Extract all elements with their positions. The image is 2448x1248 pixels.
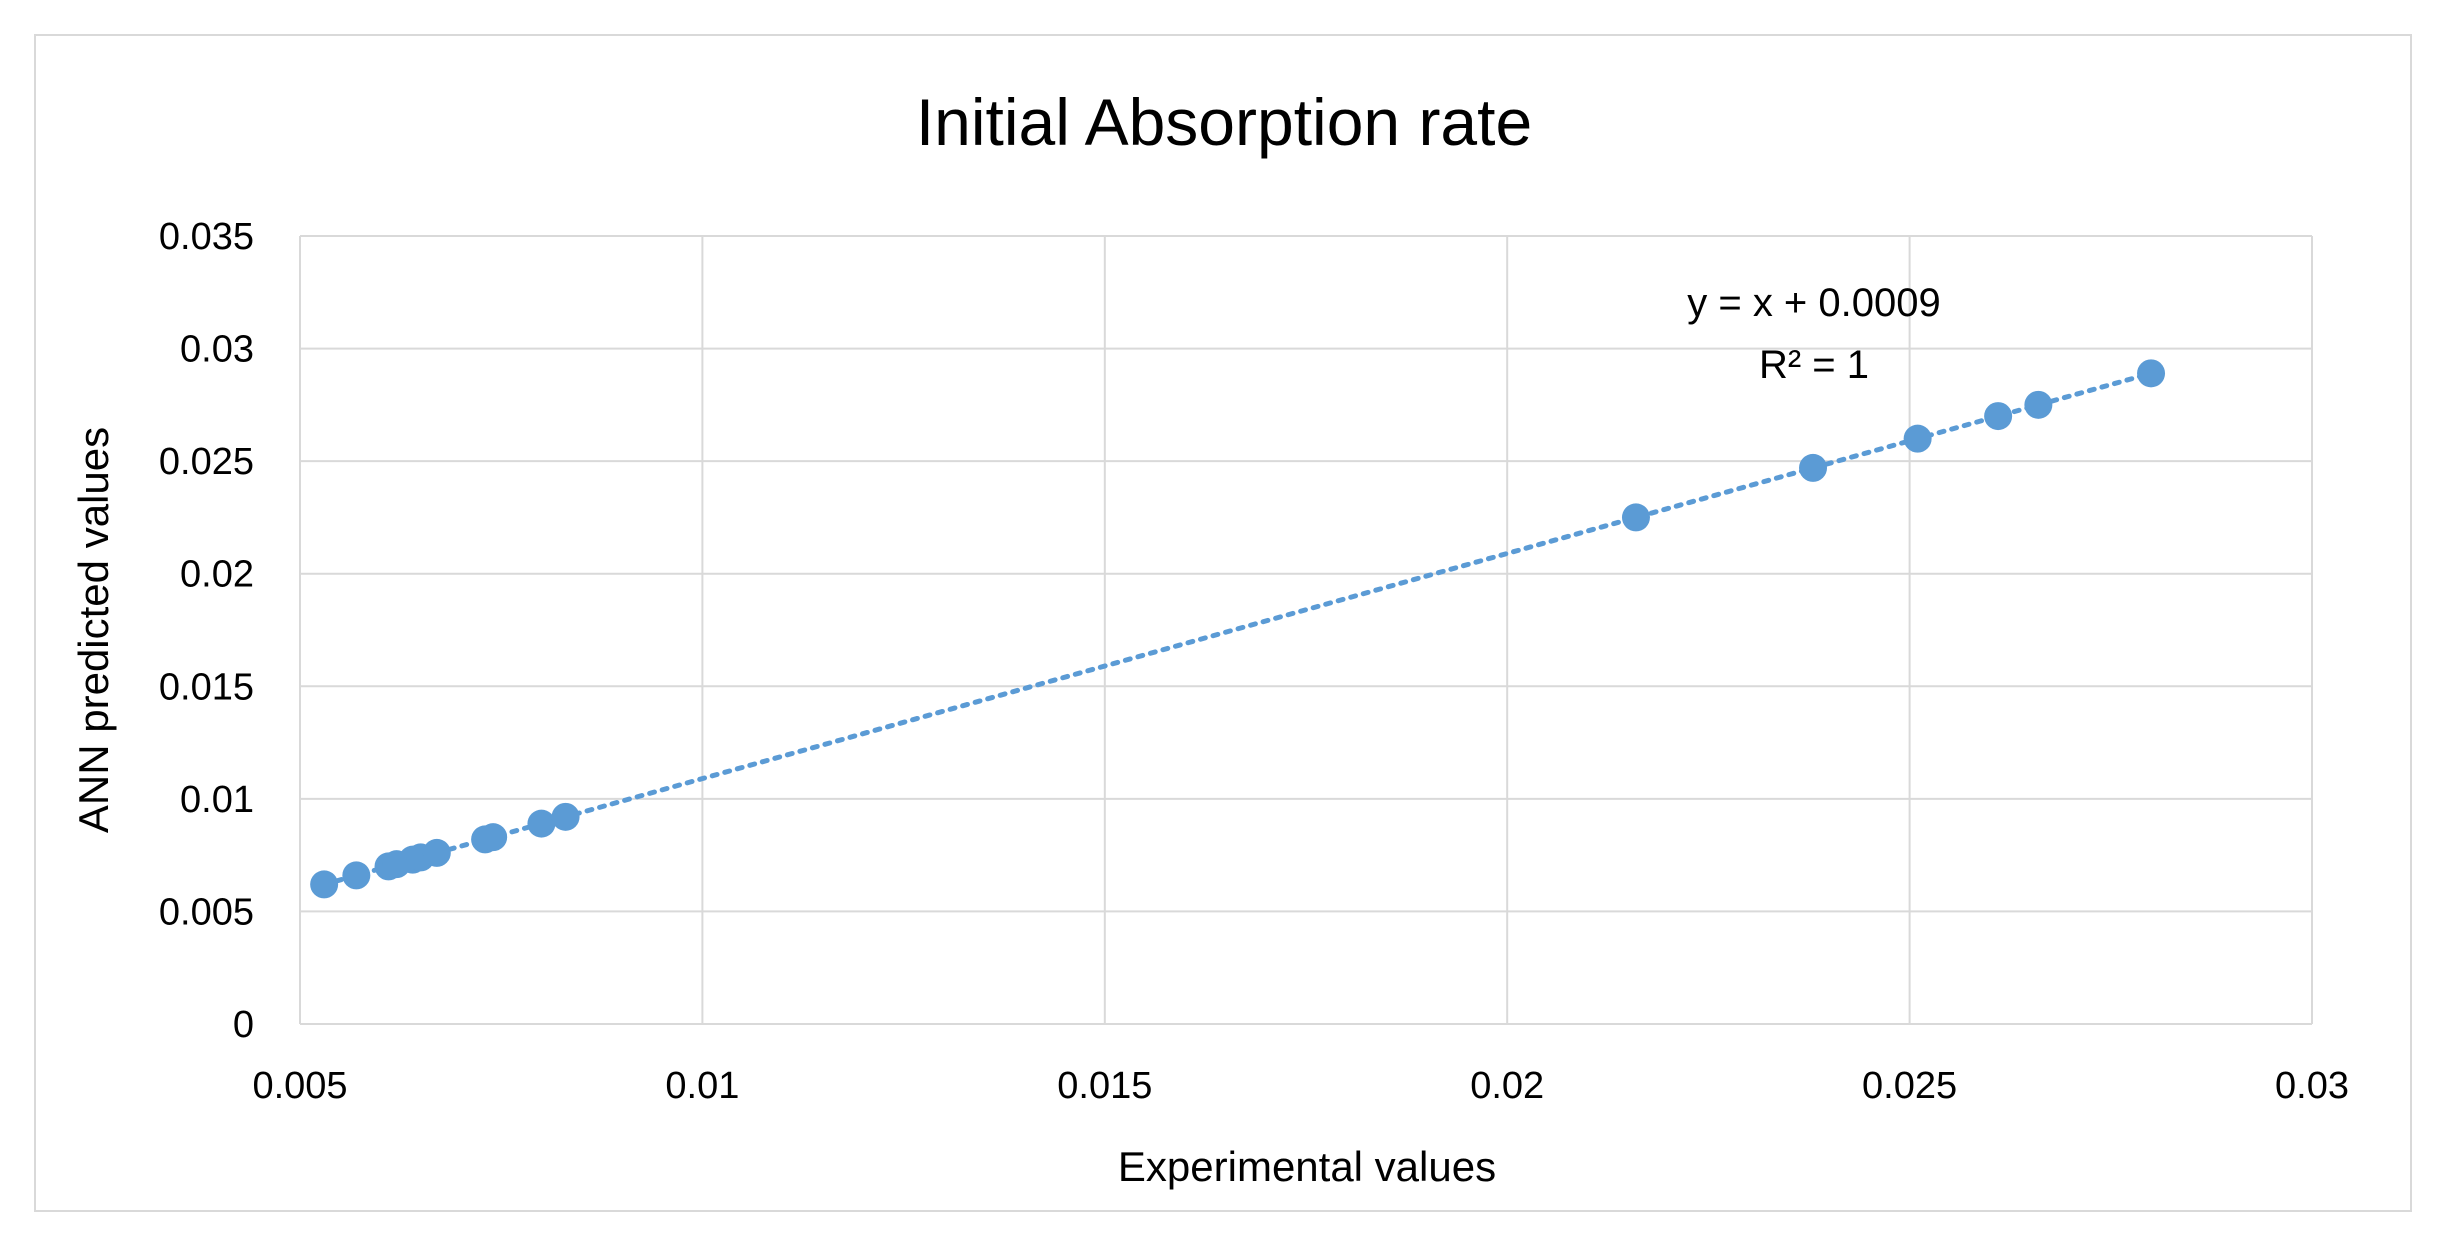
data-point	[310, 870, 339, 899]
y-axis-ticks: 0 0.005 0.01 0.015 0.02 0.025 0.03 0.035	[159, 216, 254, 1046]
y-tick-label: 0.02	[180, 554, 254, 596]
y-tick-label: 0.035	[159, 216, 254, 258]
data-point	[2024, 390, 2053, 419]
y-tick-label: 0.03	[180, 329, 254, 371]
chart-title: Initial Absorption rate	[916, 85, 1532, 159]
y-tick-label: 0.025	[159, 441, 254, 483]
x-tick-label: 0.025	[1862, 1065, 1957, 1107]
trendline-equation: y = x + 0.0009	[1687, 281, 1941, 325]
data-point	[1621, 503, 1650, 532]
x-tick-label: 0.015	[1057, 1065, 1152, 1107]
y-axis-label: ANN predicted values	[70, 427, 117, 833]
x-tick-label: 0.03	[2275, 1065, 2349, 1107]
trendline	[321, 370, 2154, 887]
x-axis-ticks: 0.005 0.01 0.015 0.02 0.025 0.03	[252, 1065, 2349, 1107]
data-point	[1799, 453, 1828, 482]
trendline-layer	[321, 370, 2154, 887]
data-point	[422, 838, 451, 867]
x-tick-label: 0.02	[1470, 1065, 1544, 1107]
data-point	[1984, 402, 2013, 431]
data-point	[342, 861, 371, 890]
y-tick-label: 0	[233, 1004, 254, 1046]
data-point	[527, 809, 556, 838]
x-tick-label: 0.01	[665, 1065, 739, 1107]
data-point	[479, 823, 508, 852]
trendline-r-squared: R² = 1	[1759, 343, 1869, 387]
data-points	[310, 359, 2166, 899]
chart-frame	[34, 34, 2412, 1212]
x-tick-label: 0.005	[252, 1065, 347, 1107]
data-point	[1903, 424, 1932, 453]
y-tick-label: 0.01	[180, 779, 254, 821]
data-point	[2137, 359, 2166, 388]
x-axis-label: Experimental values	[1118, 1143, 1496, 1190]
y-tick-label: 0.005	[159, 891, 254, 933]
y-tick-label: 0.015	[159, 666, 254, 708]
data-point	[551, 802, 580, 831]
gridlines	[299, 235, 2313, 1025]
